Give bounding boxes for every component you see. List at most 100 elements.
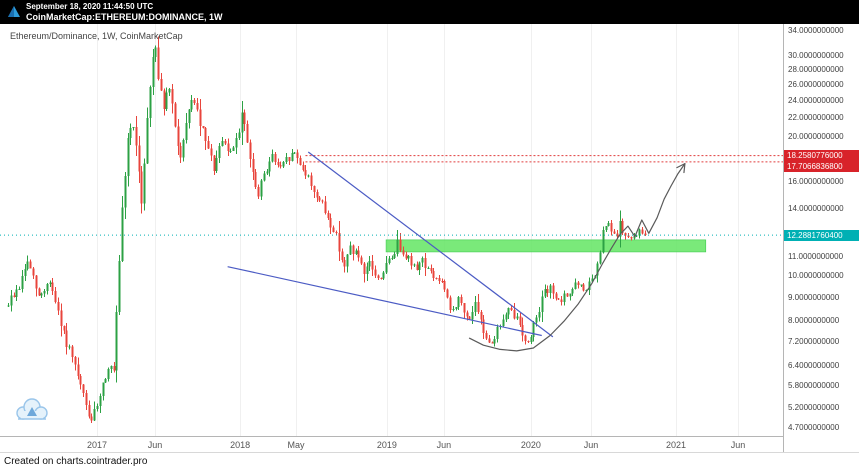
candle-body [74,356,77,365]
candle-body [457,297,460,308]
price-axis[interactable]: 34.0000000000 30.0000000000 28.0000000000 2… [783,24,859,452]
y-axis-label: 9.0000000000 [788,292,840,302]
candle-body [338,232,341,252]
candle-body [544,289,547,297]
candle-body [168,88,171,93]
candle-body [26,261,29,270]
candle-body [196,102,199,110]
candle-body [360,257,363,264]
candle-body [285,157,288,162]
grid [97,24,739,436]
candle-body [90,416,93,421]
candle-body [530,337,533,342]
candle-body [63,325,66,331]
candle-body [532,322,535,338]
trendline[interactable] [307,151,554,338]
plot-region[interactable]: 2017 Jun 2018 May 2019 Jun 2020 Jun 2021 Jun [0,24,783,452]
candle-body [149,87,152,119]
candle-body [49,282,52,285]
candle-body [296,152,299,158]
candle-body [491,342,494,344]
candle-body [599,252,602,264]
candle-body [38,288,41,296]
candle-body [29,261,32,269]
candle-body [271,153,274,162]
cloud-watermark-icon [12,396,52,428]
header-timestamp: September 18, 2020 11:44:50 UTC [26,2,154,11]
candle-body [7,305,10,307]
footer-bar: Created on charts.cointrader.pro [0,452,859,469]
y-axis-label: 5.8000000000 [788,380,840,390]
candle-body [93,408,96,421]
y-axis-label: 14.0000000000 [788,203,844,213]
candle-body [513,309,516,319]
candle-body [254,172,257,187]
candle-body [302,164,305,171]
candle-body [355,250,358,255]
candle-body [357,250,360,258]
candle-body [482,319,485,334]
y-axis-label: 5.2000000000 [788,402,840,412]
projection-curve[interactable] [468,163,686,352]
chart-canvas[interactable]: 2017 Jun 2018 May 2019 Jun 2020 Jun 2021 Jun [0,24,783,452]
trendline[interactable] [227,266,542,337]
candle-body [210,148,213,156]
support-zone[interactable] [385,239,707,253]
candle-body [563,293,566,303]
candle-body [468,316,471,320]
candle-body [443,280,446,290]
candle-body [102,382,105,396]
candles-series [7,36,647,424]
candle-body [346,254,349,267]
candle-body [57,301,60,311]
arrowhead-icon [676,163,686,169]
candle-body [380,278,383,280]
candle-body [321,200,324,202]
x-axis-label: 2017 [87,440,107,450]
candle-body [202,126,205,128]
candle-body [566,293,569,297]
candle-body [10,295,13,306]
candle-body [374,269,377,276]
candle-body [79,376,82,385]
candle-body [538,311,541,318]
candle-body [21,275,24,289]
candle-body [552,285,555,294]
candle-body [527,340,530,342]
candle-body [115,311,118,371]
candle-body [71,346,74,357]
y-axis-label: 6.4000000000 [788,360,840,370]
candle-body [218,145,221,158]
candle-body [293,152,296,154]
candle-body [188,109,191,123]
candle-body [507,307,510,315]
candle-body [32,268,35,276]
candle-body [329,217,332,228]
x-axis-label: Jun [148,440,163,450]
footer-credit: Created on charts.cointrader.pro [4,455,148,467]
candle-body [135,127,138,146]
candle-body [541,296,544,312]
candle-body [257,186,260,197]
candle-body [193,100,196,103]
candle-body [18,288,21,290]
candle-body [524,335,527,341]
candle-body [324,201,327,214]
candle-body [241,112,244,133]
candle-body [424,257,427,268]
candle-body [140,171,143,204]
candle-body [571,289,574,294]
candle-body [471,312,474,320]
candle-body [393,253,396,259]
y-axis-label: 22.0000000000 [788,113,844,123]
candle-body [249,142,252,159]
candle-body [371,261,374,270]
y-axis-label: 30.0000000000 [788,51,844,61]
candle-body [107,369,110,380]
candle-body [274,153,277,162]
candle-body [619,220,622,237]
candle-body [279,164,282,167]
candle-body [243,112,246,124]
candle-body [382,272,385,279]
candle-body [118,260,121,312]
